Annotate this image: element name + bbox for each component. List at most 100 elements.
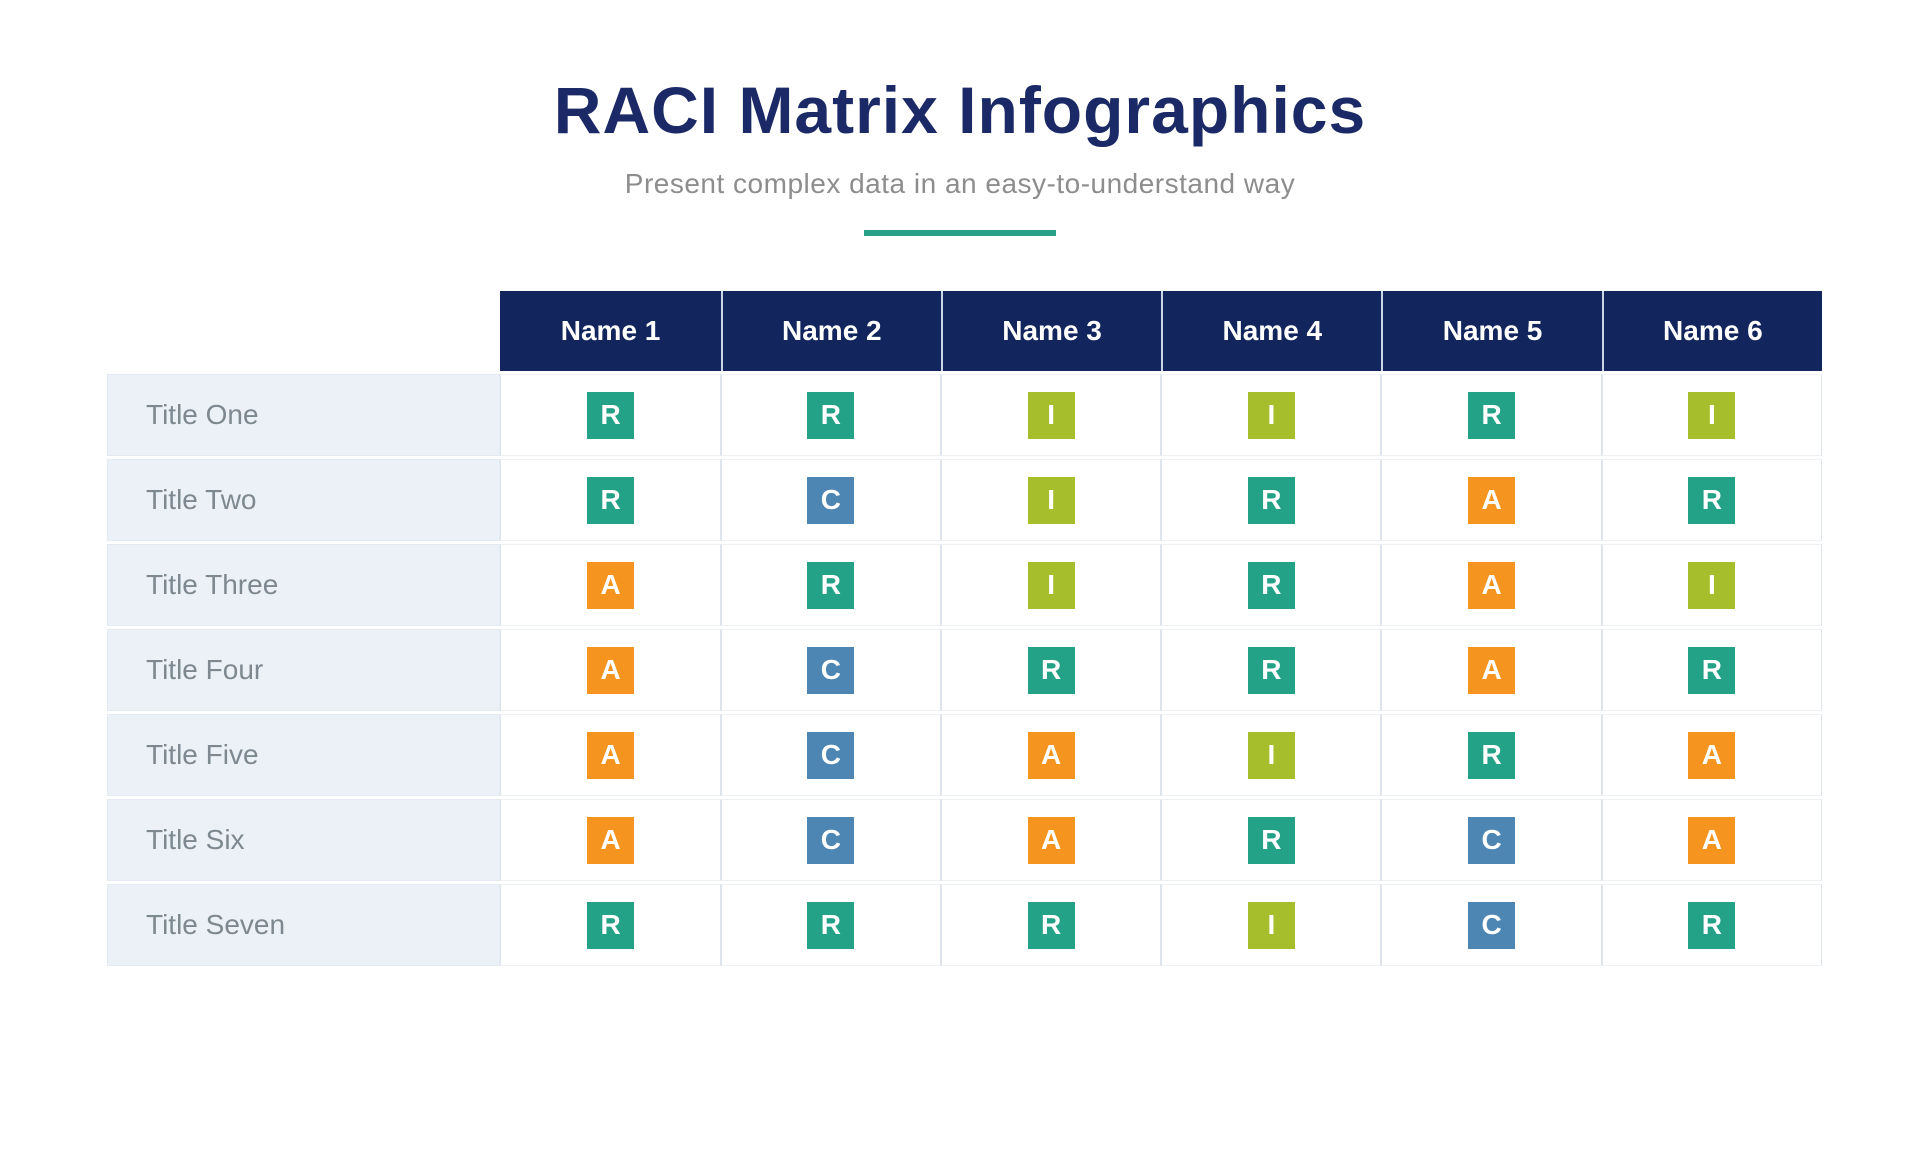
row-label: Title Five	[107, 714, 501, 796]
matrix-cell: I	[1161, 714, 1382, 796]
matrix-cell: A	[1601, 799, 1822, 881]
raci-badge-r: R	[1247, 476, 1295, 524]
raci-badge-i: I	[1027, 391, 1075, 439]
raci-badge-r: R	[587, 391, 635, 439]
table-row: Title Three A R I R A I	[107, 544, 1822, 626]
row-label: Title Six	[107, 799, 501, 881]
matrix-cell: I	[1161, 374, 1382, 456]
column-header: Name 2	[720, 291, 941, 371]
raci-badge-r: R	[1688, 901, 1736, 949]
raci-badge-r: R	[1027, 646, 1075, 694]
matrix-body: Title One R R I I R I Title Two R C I R A R Title Thre…	[107, 374, 1822, 966]
column-header: Name 5	[1381, 291, 1602, 371]
page-title: RACI Matrix Infographics	[553, 73, 1367, 147]
raci-badge-a: A	[1468, 646, 1516, 694]
matrix-cell: R	[1161, 459, 1382, 541]
raci-badge-r: R	[1247, 646, 1295, 694]
column-header: Name 1	[500, 291, 721, 371]
raci-badge-r: R	[1247, 561, 1295, 609]
matrix-cell: R	[1161, 629, 1382, 711]
matrix-cell: R	[1161, 799, 1382, 881]
raci-badge-r: R	[1468, 391, 1516, 439]
matrix-cell: R	[500, 459, 721, 541]
table-row: Title Five A C A I R A	[107, 714, 1822, 796]
matrix-cell: A	[1601, 714, 1822, 796]
matrix-cell: I	[940, 374, 1162, 456]
matrix-cell: C	[1381, 884, 1602, 966]
raci-badge-c: C	[807, 731, 855, 779]
column-header: Name 3	[940, 291, 1162, 371]
matrix-cell: R	[500, 374, 721, 456]
table-row: Title Four A C R R A R	[107, 629, 1822, 711]
matrix-cell: A	[500, 544, 721, 626]
matrix-cell: I	[940, 459, 1162, 541]
matrix-cell: R	[940, 629, 1162, 711]
column-header: Name 4	[1161, 291, 1382, 371]
table-row: Title Two R C I R A R	[107, 459, 1822, 541]
matrix-cell: A	[1381, 459, 1602, 541]
raci-matrix-table: Name 1 Name 2 Name 3 Name 4 Name 5 Name 6 Tit…	[107, 288, 1822, 969]
raci-badge-r: R	[807, 391, 855, 439]
column-header: Name 6	[1601, 291, 1822, 371]
matrix-cell: A	[940, 799, 1162, 881]
matrix-cell: R	[720, 544, 941, 626]
matrix-cell: A	[500, 629, 721, 711]
raci-badge-i: I	[1247, 901, 1295, 949]
row-label: Title Two	[107, 459, 501, 541]
raci-badge-a: A	[587, 816, 635, 864]
matrix-cell: C	[720, 459, 941, 541]
raci-badge-a: A	[587, 646, 635, 694]
matrix-cell: R	[1601, 459, 1822, 541]
raci-badge-c: C	[807, 476, 855, 524]
row-label: Title One	[107, 374, 501, 456]
raci-badge-i: I	[1027, 561, 1075, 609]
raci-badge-r: R	[587, 901, 635, 949]
matrix-cell: I	[1601, 374, 1822, 456]
matrix-cell: C	[720, 799, 941, 881]
raci-badge-a: A	[1027, 816, 1075, 864]
matrix-cell: C	[720, 714, 941, 796]
matrix-cell: R	[1601, 629, 1822, 711]
accent-divider	[864, 230, 1056, 236]
raci-badge-c: C	[807, 646, 855, 694]
raci-badge-a: A	[587, 561, 635, 609]
raci-badge-r: R	[1688, 476, 1736, 524]
matrix-cell: I	[940, 544, 1162, 626]
header-row: Name 1 Name 2 Name 3 Name 4 Name 5 Name 6	[107, 291, 1822, 371]
raci-badge-a: A	[1688, 816, 1736, 864]
row-label: Title Seven	[107, 884, 501, 966]
raci-badge-a: A	[1027, 731, 1075, 779]
raci-badge-i: I	[1247, 391, 1295, 439]
raci-badge-i: I	[1688, 561, 1736, 609]
raci-badge-r: R	[807, 901, 855, 949]
row-label: Title Three	[107, 544, 501, 626]
raci-badge-r: R	[1247, 816, 1295, 864]
matrix-cell: C	[1381, 799, 1602, 881]
slide-canvas: RACI Matrix Infographics Present complex…	[0, 72, 1920, 1152]
raci-badge-r: R	[1468, 731, 1516, 779]
raci-badge-a: A	[1468, 561, 1516, 609]
matrix-cell: R	[1381, 374, 1602, 456]
matrix-cell: R	[1381, 714, 1602, 796]
matrix-cell: A	[1381, 544, 1602, 626]
matrix-cell: R	[720, 884, 941, 966]
raci-badge-r: R	[587, 476, 635, 524]
corner-cell	[107, 291, 500, 371]
page-subtitle: Present complex data in an easy-to-under…	[624, 168, 1296, 199]
matrix-cell: I	[1161, 884, 1382, 966]
raci-badge-c: C	[807, 816, 855, 864]
matrix-cell: C	[720, 629, 941, 711]
raci-badge-r: R	[1688, 646, 1736, 694]
raci-badge-i: I	[1247, 731, 1295, 779]
matrix-cell: I	[1601, 544, 1822, 626]
raci-badge-a: A	[587, 731, 635, 779]
table-row: Title Seven R R R I C R	[107, 884, 1822, 966]
matrix-cell: A	[1381, 629, 1602, 711]
matrix-cell: R	[500, 884, 721, 966]
table-row: Title Six A C A R C A	[107, 799, 1822, 881]
matrix-cell: R	[720, 374, 941, 456]
table-row: Title One R R I I R I	[107, 374, 1822, 456]
raci-badge-c: C	[1468, 816, 1516, 864]
matrix-cell: A	[500, 799, 721, 881]
raci-badge-c: C	[1468, 901, 1516, 949]
